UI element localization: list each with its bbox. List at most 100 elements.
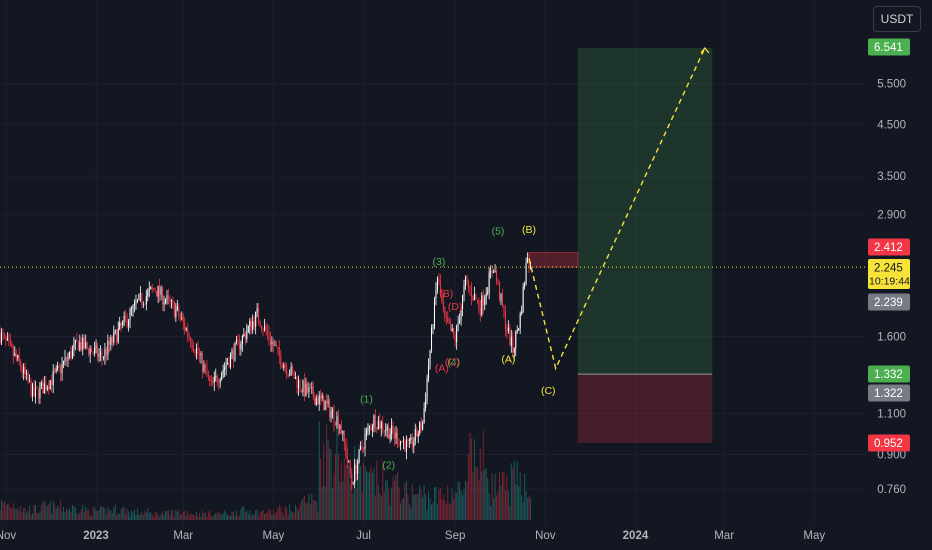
candle [8, 338, 10, 342]
candle [478, 300, 480, 308]
candle [60, 366, 62, 374]
time-axis-label: Nov [0, 530, 16, 542]
candle [88, 348, 90, 355]
candle [425, 399, 427, 409]
candle [197, 348, 199, 354]
volume-bar [194, 515, 196, 520]
volume-bar [246, 510, 248, 520]
candle [475, 294, 477, 300]
candle [453, 328, 455, 335]
candle [314, 397, 316, 405]
volume-bar [29, 506, 31, 520]
volume-bar [101, 506, 103, 520]
candle [42, 382, 44, 394]
candle [250, 320, 252, 331]
candle [272, 341, 274, 346]
candle [431, 327, 433, 350]
price-badge-text: 2.412 [874, 242, 903, 254]
volume-bar [466, 481, 468, 520]
candle [295, 377, 297, 379]
volume-bar [438, 489, 440, 520]
volume-bar [450, 503, 452, 520]
candle [376, 428, 378, 430]
volume-bar [88, 509, 90, 520]
volume-bar [528, 495, 530, 520]
volume-bar [507, 491, 509, 520]
price-tick-label: 3.500 [877, 171, 906, 183]
candle [283, 364, 285, 368]
candle [426, 378, 428, 400]
candle [470, 288, 472, 298]
volume-bar [473, 439, 475, 520]
volume-bar [278, 504, 280, 520]
candle [371, 426, 373, 430]
volume-bar [498, 471, 501, 520]
volume-bar [15, 509, 17, 520]
volume-bar [506, 475, 508, 520]
candle [36, 387, 38, 389]
candle [31, 384, 34, 397]
volume-bar [240, 509, 242, 520]
price-badge-take-profit: 6.541 [868, 38, 910, 56]
candle [420, 422, 422, 430]
candle [111, 337, 113, 343]
risk-zone [577, 374, 713, 443]
countdown-text: 10:19:44 [869, 276, 910, 288]
candle [337, 416, 339, 429]
volume-bar [518, 486, 520, 520]
volume-bar [491, 473, 493, 520]
candle [363, 447, 365, 449]
volume-bar [21, 512, 23, 520]
volume-bar [275, 511, 277, 520]
candle [367, 427, 369, 431]
volume-bar [264, 514, 266, 520]
volume-bar [408, 504, 410, 520]
volume-bar [431, 504, 433, 520]
volume-bar [136, 508, 138, 520]
wave-label: (1) [360, 393, 373, 405]
volume-bar [156, 511, 158, 520]
candle [198, 353, 201, 356]
candle [37, 388, 39, 399]
candle [510, 336, 512, 346]
candle [386, 426, 388, 431]
volume-bar [274, 514, 276, 520]
volume-bar [203, 513, 205, 520]
candle [399, 441, 402, 445]
volume-bar [306, 502, 308, 520]
candle [206, 367, 208, 375]
candle [445, 316, 447, 318]
candle [264, 325, 266, 331]
candle [80, 342, 82, 350]
volume-bar [416, 494, 418, 520]
volume-bar [135, 514, 137, 520]
candle [164, 300, 167, 303]
candle [54, 371, 56, 372]
candle [423, 408, 425, 423]
candle [284, 364, 286, 367]
volume-bar [436, 504, 438, 520]
volume-bar [45, 504, 47, 520]
volume-bar [462, 495, 464, 520]
candle [14, 353, 16, 356]
time-axis-label: Sep [445, 530, 465, 542]
volume-bar [317, 511, 319, 520]
candle [354, 464, 356, 483]
volume-bar [303, 495, 305, 520]
candle [462, 295, 464, 309]
candle [411, 437, 413, 447]
candle [157, 285, 159, 297]
volume-bar [330, 449, 332, 520]
candle [107, 340, 109, 355]
candle [441, 293, 443, 302]
currency-button[interactable]: USDT [873, 6, 921, 32]
volume-bar [272, 510, 274, 520]
candle [48, 386, 50, 389]
candle [129, 309, 131, 321]
candle [389, 434, 391, 439]
candle [394, 432, 396, 439]
candle [451, 328, 453, 331]
volume-bar [314, 500, 316, 520]
price-tick-label: 2.900 [877, 210, 906, 222]
